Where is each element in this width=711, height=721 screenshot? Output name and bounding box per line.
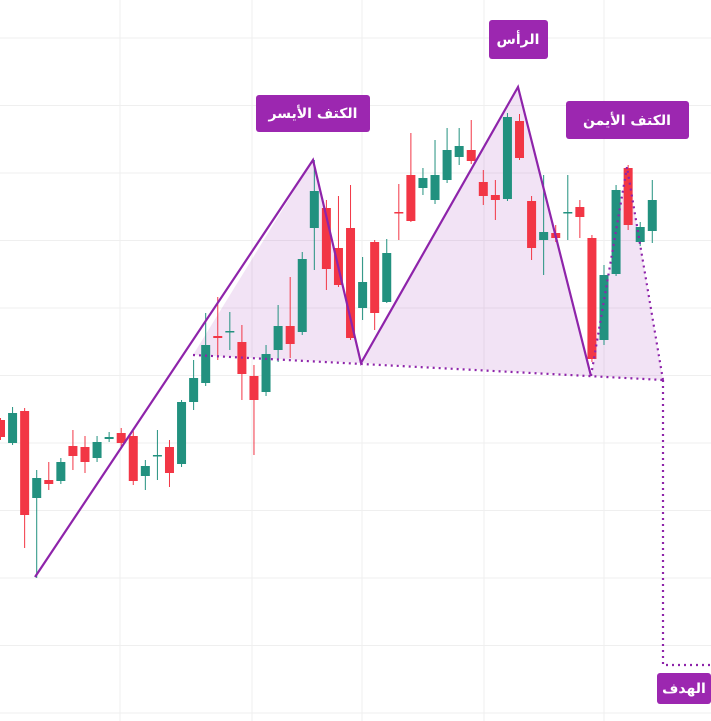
candle-body — [249, 376, 259, 400]
candle-body — [297, 259, 307, 332]
label-box — [489, 20, 548, 59]
candle-body — [321, 208, 331, 269]
candle-body — [647, 200, 657, 231]
candle-body — [515, 121, 525, 158]
candle-body — [502, 117, 512, 199]
labels: الكتف الأيسر الرأس الكتف الأيمن الهدف — [256, 20, 711, 704]
candle-body — [152, 455, 162, 457]
candle-body — [635, 227, 645, 242]
target-label: الهدف — [662, 681, 706, 697]
candle-body — [225, 331, 235, 333]
candles — [0, 113, 657, 578]
candle-body — [273, 326, 283, 350]
candle-body — [116, 433, 126, 443]
candle-body — [213, 336, 223, 338]
candle-body — [454, 146, 464, 157]
pattern-fill — [193, 160, 361, 363]
candle-body — [623, 168, 633, 225]
candle-body — [140, 466, 150, 476]
left-shoulder-label: الكتف الأيسر — [268, 105, 358, 122]
candle-body — [394, 212, 404, 214]
candle-body — [346, 228, 356, 338]
candle-body — [527, 201, 537, 248]
candle-body — [92, 442, 102, 458]
candle-body — [128, 436, 138, 481]
target-line — [661, 380, 711, 667]
candle-body — [382, 253, 392, 302]
candle-body — [539, 232, 549, 240]
candle-body — [490, 195, 500, 200]
candle-body — [611, 190, 621, 274]
candle-body — [358, 282, 368, 308]
neckline — [192, 353, 664, 382]
candle-body — [201, 345, 211, 383]
pattern-fill — [361, 87, 591, 376]
candle-body — [285, 326, 295, 344]
candle-body — [430, 175, 440, 200]
pattern-fill — [591, 167, 663, 380]
candle-body — [104, 437, 114, 439]
candle-body — [370, 242, 380, 313]
candle-body — [0, 420, 5, 437]
candle-body — [478, 182, 488, 196]
label-box — [566, 101, 689, 139]
candle-body — [261, 354, 271, 392]
head-label: الرأس — [497, 30, 540, 48]
candle-body — [164, 447, 174, 473]
candle-body — [68, 446, 78, 456]
right-shoulder-label: الكتف الأيمن — [583, 112, 671, 129]
candle-body — [587, 238, 597, 359]
candle-body — [418, 178, 428, 188]
candle-body — [56, 462, 66, 481]
candle-body — [177, 402, 187, 464]
candle-body — [575, 207, 585, 217]
candle-body — [309, 191, 319, 228]
pattern — [193, 87, 663, 380]
label-box — [657, 673, 711, 704]
candle-body — [406, 175, 416, 221]
candle-body — [20, 411, 30, 515]
label-box — [256, 95, 370, 132]
pattern-lines — [34, 84, 711, 667]
candle-body — [563, 212, 573, 214]
candle-body — [599, 275, 609, 340]
candle-body — [189, 378, 199, 402]
candle-body — [32, 478, 42, 498]
candle-body — [466, 150, 476, 161]
candle-body — [8, 413, 18, 443]
candle-body — [80, 447, 90, 462]
candle-body — [442, 150, 452, 180]
candle-body — [44, 480, 54, 484]
